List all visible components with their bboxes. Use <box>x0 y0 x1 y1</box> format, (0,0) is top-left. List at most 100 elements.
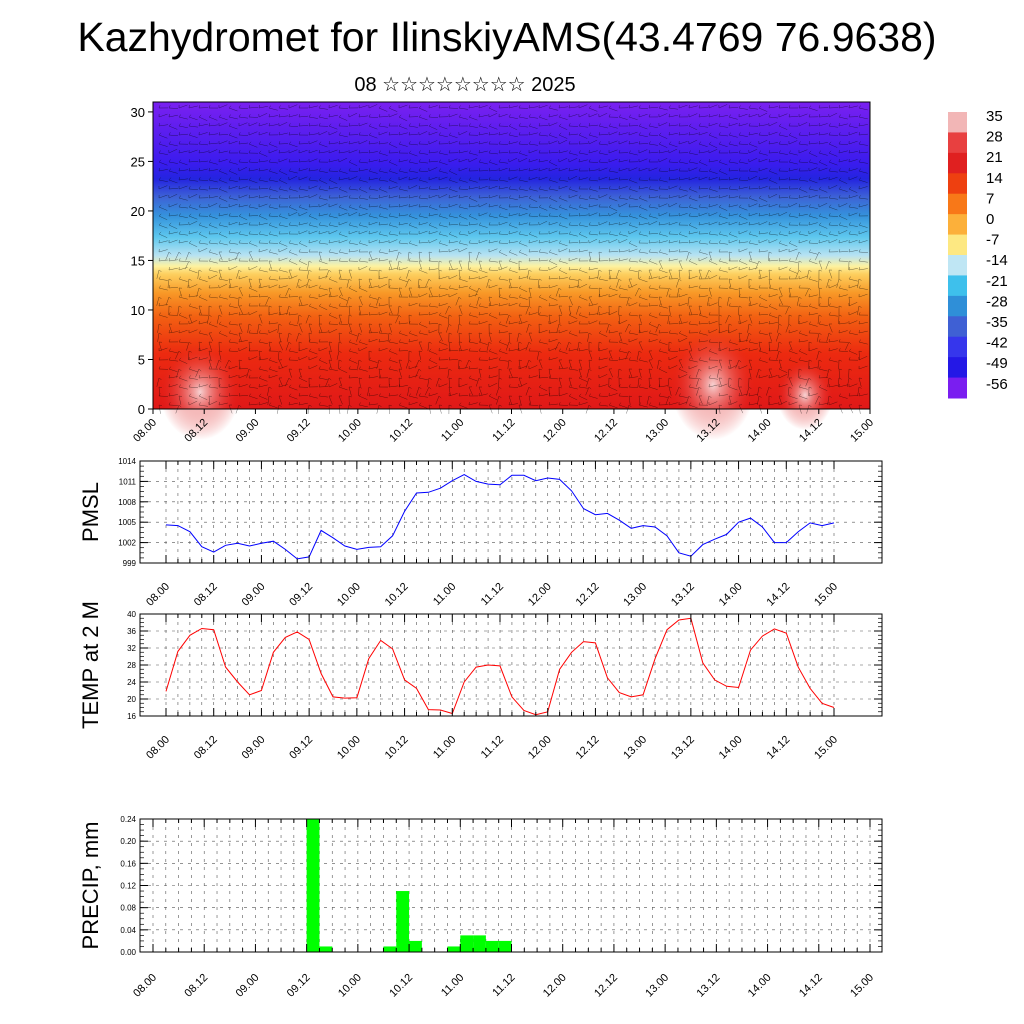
y-tick-label: 999 <box>123 559 137 568</box>
x-tick-label: 12.00 <box>526 581 554 609</box>
pmsl-ylabel: PMSL <box>78 482 103 542</box>
x-tick-label: 13.00 <box>643 417 671 445</box>
chart-title: Kazhydromet for IlinskiyAMS(43.4769 76.9… <box>77 14 937 60</box>
x-tick-label: 10.00 <box>335 581 363 609</box>
y-tick-label: 0.12 <box>120 882 136 891</box>
y-tick-label: 15 <box>131 253 145 268</box>
temp-ylabel: TEMP at 2 M <box>78 601 103 729</box>
colorbar-swatch <box>948 112 967 133</box>
y-tick-label: 0.04 <box>120 926 136 935</box>
x-tick-label: 08.00 <box>144 581 172 609</box>
x-tick-label: 09.00 <box>240 581 268 609</box>
x-tick-label: 09.12 <box>287 581 315 609</box>
colorbar-swatch <box>948 132 967 154</box>
colorbar-swatch <box>948 173 967 195</box>
precip-bar <box>396 891 410 952</box>
y-tick-label: 20 <box>127 695 136 704</box>
x-tick-label: 12.00 <box>541 972 569 1000</box>
x-tick-label: 08.12 <box>192 581 220 609</box>
y-tick-label: 25 <box>131 154 145 169</box>
colorbar-swatch <box>948 275 967 297</box>
y-tick-label: 10 <box>131 303 145 318</box>
x-tick-label: 09.00 <box>240 734 268 762</box>
x-tick-label: 13.00 <box>621 581 649 609</box>
x-tick-label: 14.00 <box>717 581 745 609</box>
pmsl-series-line <box>165 474 835 560</box>
x-tick-label: 13.00 <box>643 972 671 1000</box>
x-tick-label: 11.12 <box>490 972 517 999</box>
x-tick-label: 14.00 <box>746 417 774 445</box>
y-tick-label: 24 <box>127 678 136 687</box>
x-tick-label: 15.00 <box>812 581 840 609</box>
x-tick-label: 10.00 <box>336 972 364 1000</box>
x-tick-label: 15.00 <box>812 734 840 762</box>
x-tick-label: 14.00 <box>717 734 745 762</box>
y-tick-label: 0.20 <box>120 837 136 846</box>
x-tick-label: 11.00 <box>431 581 458 608</box>
colorbar-swatch <box>948 152 967 174</box>
x-tick-label: 10.12 <box>383 581 411 609</box>
colorbar-swatch <box>948 295 967 317</box>
colorbar-label: -7 <box>986 232 999 249</box>
x-tick-label: 12.12 <box>574 734 602 762</box>
x-tick-label: 14.00 <box>746 972 774 1000</box>
x-tick-label: 10.12 <box>383 734 411 762</box>
precip-ylabel: PRECIP, mm <box>78 822 103 950</box>
colorbar-label: -56 <box>986 376 1008 393</box>
temp-grid <box>140 613 882 717</box>
y-tick-label: 1008 <box>118 498 136 507</box>
colorbar-label: -49 <box>986 355 1008 372</box>
x-tick-label: 11.12 <box>479 581 506 608</box>
precip-bar <box>498 940 512 952</box>
y-tick-label: 32 <box>127 644 136 653</box>
x-tick-label: 09.12 <box>285 972 313 1000</box>
precip-bar <box>409 940 422 952</box>
y-tick-label: 5 <box>138 352 145 367</box>
temp-series-line <box>165 617 835 716</box>
y-tick-label: 36 <box>127 627 136 636</box>
x-tick-label: 12.12 <box>592 972 620 1000</box>
colorbar-label: -42 <box>986 335 1008 352</box>
y-tick-label: 1014 <box>118 457 136 466</box>
colorbar-swatch <box>948 193 967 215</box>
y-tick-label: 20 <box>131 204 145 219</box>
x-tick-label: 12.00 <box>526 734 554 762</box>
x-tick-label: 08.12 <box>182 972 210 1000</box>
wind-barbs <box>156 104 869 415</box>
y-tick-label: 16 <box>127 712 136 721</box>
colorbar-swatch <box>948 255 967 276</box>
colorbar-swatch <box>948 214 967 236</box>
y-tick-label: 1002 <box>118 539 136 548</box>
x-tick-label: 14.12 <box>764 581 792 609</box>
x-tick-label: 15.00 <box>848 417 876 445</box>
x-tick-label: 10.12 <box>387 972 415 1000</box>
precip-bar <box>485 940 499 952</box>
colorbar-label: 35 <box>986 108 1003 125</box>
x-tick-label: 09.12 <box>285 417 313 445</box>
precip-bar <box>306 819 320 952</box>
precip-bar <box>383 946 397 952</box>
precip-bar <box>473 935 486 952</box>
colorbar-swatch <box>948 234 967 256</box>
y-tick-label: 0.24 <box>120 815 136 824</box>
colorbar-swatch <box>948 336 967 358</box>
x-tick-label: 09.12 <box>287 734 315 762</box>
x-tick-label: 08.12 <box>192 734 220 762</box>
x-tick-label: 10.00 <box>336 417 364 445</box>
y-tick-label: 0.16 <box>120 859 136 868</box>
x-tick-label: 12.12 <box>592 417 620 445</box>
colorbar-label: -21 <box>986 273 1008 290</box>
x-tick-label: 13.12 <box>695 972 723 1000</box>
colorbar-label: 0 <box>986 211 994 228</box>
colorbar-label: 28 <box>986 129 1003 146</box>
x-tick-label: 11.00 <box>439 972 466 999</box>
x-tick-label: 10.00 <box>335 734 363 762</box>
x-tick-label: 11.12 <box>479 734 506 761</box>
x-tick-label: 08.00 <box>144 734 172 762</box>
x-tick-label: 11.00 <box>439 417 466 444</box>
y-tick-label: 0.08 <box>120 904 136 913</box>
x-tick-label: 13.12 <box>669 581 697 609</box>
x-tick-label: 15.00 <box>848 972 876 1000</box>
precip-bar <box>447 946 461 952</box>
